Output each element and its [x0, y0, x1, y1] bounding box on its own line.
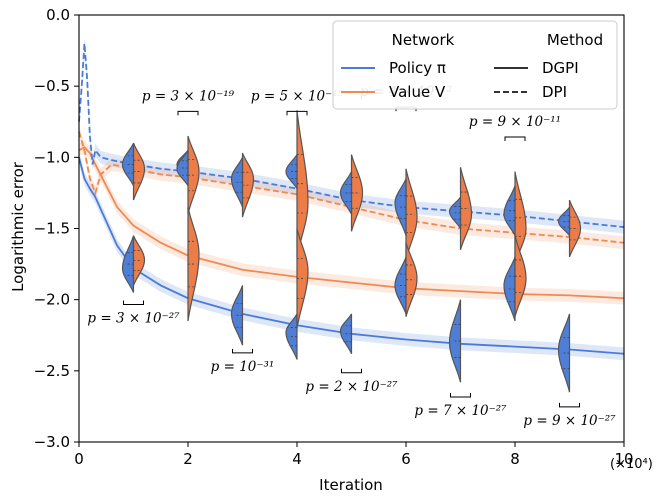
annotation-label: p = 3 × 10⁻²⁷: [87, 310, 180, 326]
x-axis-label: Iteration: [319, 476, 383, 494]
annotation-bracket: [286, 110, 308, 116]
annotation-label: p = 5 × 10⁻¹⁵: [251, 88, 344, 104]
band-0: [79, 150, 624, 361]
y-tick-label: −2.0: [34, 291, 70, 309]
annotation-bracket: [341, 368, 362, 374]
annotation-5: p = 10⁻³¹: [211, 348, 275, 375]
violins: [121, 110, 582, 393]
y-tick-label: −1.5: [34, 220, 70, 238]
x-tick-label: 8: [510, 450, 520, 468]
axes: 0 2 4 6 8 10 0.0 −0.5 −1.0 −1.5 −2.0 −2.5 −3.0: [34, 6, 634, 468]
annotations: p = 3 × 10⁻¹⁹p = 5 × 10⁻¹⁵p = 4 × 10⁻¹²p…: [87, 84, 616, 429]
annotation-0: p = 3 × 10⁻¹⁹: [142, 88, 235, 116]
x-tick-label: 0: [74, 450, 84, 468]
legend-box: [332, 20, 618, 110]
x-tick-label: 10: [614, 450, 633, 468]
legend-label: Policy π: [389, 59, 446, 77]
annotation-4: p = 3 × 10⁻²⁷: [87, 300, 180, 326]
annotation-bracket: [450, 392, 471, 398]
y-tick-label: −0.5: [34, 77, 70, 95]
y-tick-label: −2.5: [34, 362, 70, 380]
x-tick-label: 4: [292, 450, 302, 468]
legend: Network Method Policy π Value V DGPI DPI: [332, 20, 618, 110]
y-axis-label: Logarithmic error: [9, 161, 27, 292]
annotation-bracket: [177, 110, 199, 116]
x-tick-label: 6: [401, 450, 411, 468]
annotation-bracket: [123, 300, 144, 305]
annotation-1: p = 5 × 10⁻¹⁵: [251, 88, 344, 116]
annotation-bracket: [559, 402, 580, 408]
legend-label: DPI: [542, 83, 567, 101]
x-axis-multiplier: (×10⁴): [610, 457, 653, 472]
x-tick-label: 2: [183, 450, 193, 468]
band-1: [79, 140, 624, 305]
legend-label: Method: [547, 31, 603, 49]
annotation-bracket: [504, 136, 526, 142]
y-tick-label: −3.0: [34, 433, 70, 451]
y-tick-label: −1.0: [34, 148, 70, 166]
annotation-label: p = 2 × 10⁻²⁷: [305, 379, 398, 395]
legend-label: Network: [392, 31, 455, 49]
annotation-label: p = 9 × 10⁻¹¹: [469, 114, 561, 130]
annotation-label: p = 3 × 10⁻¹⁹: [142, 88, 235, 104]
annotation-8: p = 9 × 10⁻²⁷: [523, 402, 616, 429]
annotation-6: p = 2 × 10⁻²⁷: [305, 368, 398, 395]
annotation-label: p = 7 × 10⁻²⁷: [414, 403, 507, 419]
annotation-label: p = 9 × 10⁻²⁷: [523, 413, 616, 429]
y-tick-label: 0.0: [46, 6, 70, 24]
legend-label: Value V: [389, 83, 446, 101]
annotation-7: p = 7 × 10⁻²⁷: [414, 392, 507, 419]
legend-label: DGPI: [542, 59, 579, 77]
annotation-label: p = 10⁻³¹: [211, 359, 275, 375]
annotation-3: p = 9 × 10⁻¹¹: [469, 114, 561, 142]
annotation-bracket: [232, 348, 253, 354]
